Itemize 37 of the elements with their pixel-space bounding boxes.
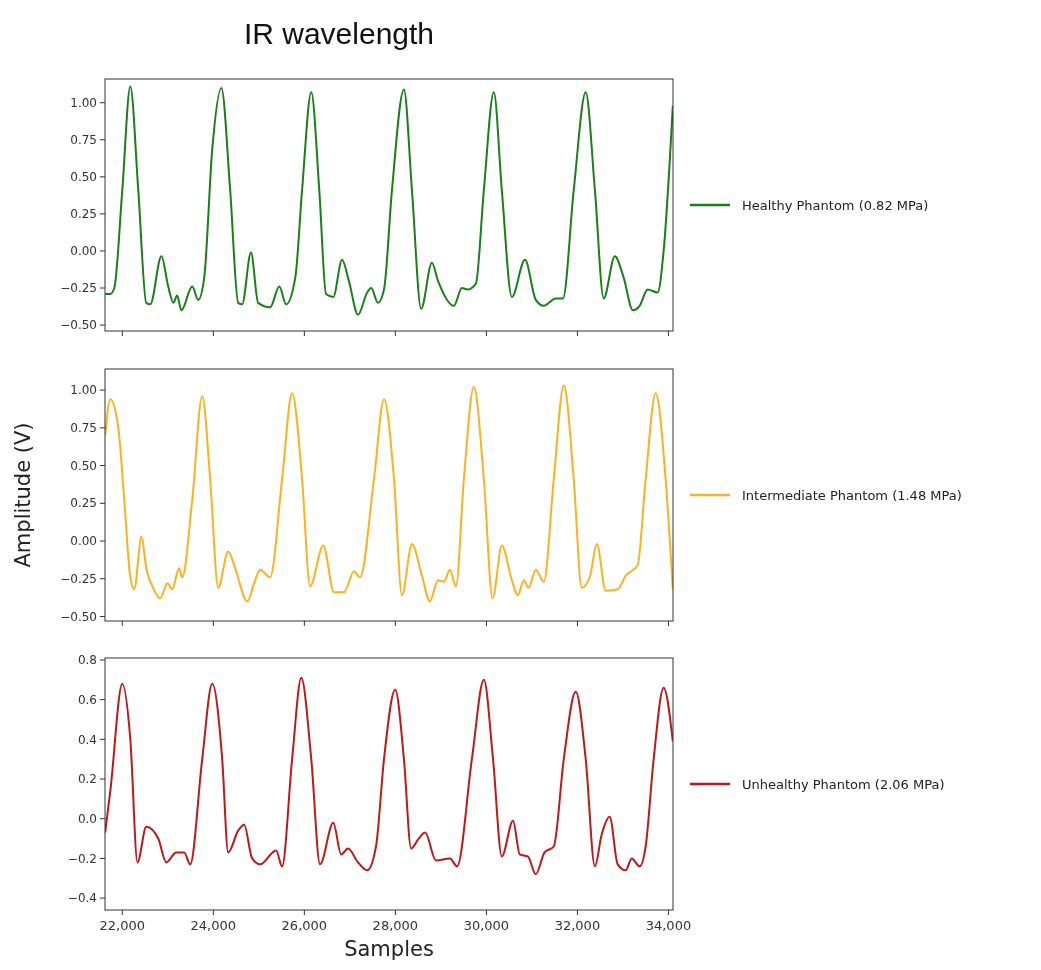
- y-tick-label: 0.25: [70, 207, 97, 222]
- x-tick-label: 22,000: [99, 918, 146, 933]
- x-axis-title: Samples: [344, 937, 434, 961]
- x-tick-label: 30,000: [463, 918, 510, 933]
- legend-label: Healthy Phantom (0.82 MPa): [742, 197, 929, 213]
- x-tick-label: 24,000: [190, 918, 237, 933]
- y-tick-label: 0.25: [70, 496, 97, 511]
- line-series: [105, 384, 673, 603]
- y-tick-label: −0.50: [60, 318, 97, 333]
- y-axis-title: Amplitude (V): [11, 422, 35, 568]
- y-tick-label: −0.50: [60, 609, 97, 624]
- y-tick-label: −0.4: [67, 891, 97, 906]
- y-tick-label: 0.0: [77, 811, 97, 826]
- y-tick-label: 0.2: [77, 772, 97, 787]
- chart-title: IR wavelength: [243, 17, 435, 50]
- x-tick-label: 34,000: [645, 918, 692, 933]
- y-tick-label: −0.25: [60, 281, 97, 296]
- y-tick-label: 0.4: [77, 732, 97, 747]
- y-tick-label: 1.00: [70, 383, 97, 398]
- y-tick-label: 0.6: [77, 692, 97, 707]
- x-tick-label: 32,000: [554, 918, 601, 933]
- line-series: [105, 676, 673, 876]
- legend-label: Intermediate Phantom (1.48 MPa): [742, 487, 962, 503]
- y-tick-label: −0.2: [67, 851, 97, 866]
- y-tick-label: 0.50: [70, 170, 97, 185]
- y-tick-label: 0.75: [70, 132, 97, 147]
- y-tick-label: −0.25: [60, 571, 97, 586]
- y-tick-label: 0.75: [70, 421, 97, 436]
- y-tick-label: 1.00: [70, 95, 97, 110]
- y-tick-label: 0.50: [70, 458, 97, 473]
- legend-label: Unhealthy Phantom (2.06 MPa): [742, 776, 945, 792]
- y-tick-label: 0.00: [70, 534, 97, 549]
- line-series: [105, 85, 673, 316]
- x-tick-label: 28,000: [372, 918, 419, 933]
- y-tick-label: 0.00: [70, 244, 97, 259]
- y-tick-label: 0.8: [77, 653, 97, 668]
- x-tick-label: 26,000: [281, 918, 328, 933]
